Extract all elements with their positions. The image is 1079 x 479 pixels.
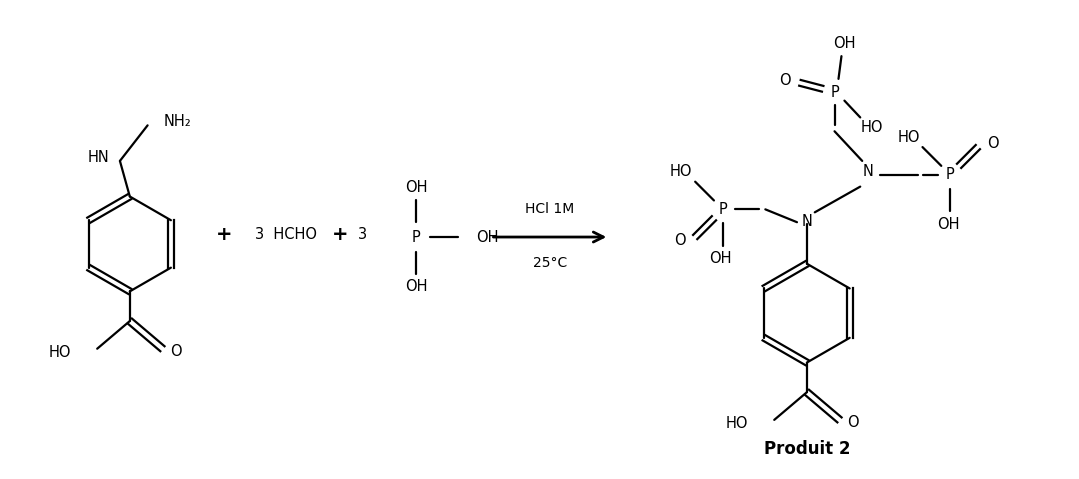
Text: HN: HN (87, 150, 109, 165)
Text: HO: HO (49, 345, 71, 360)
Text: O: O (847, 415, 859, 430)
Text: 25°C: 25°C (533, 256, 566, 270)
Text: OH: OH (406, 279, 427, 294)
Text: O: O (987, 136, 998, 150)
Text: P: P (719, 202, 727, 217)
Text: HCl 1M: HCl 1M (525, 202, 574, 217)
Text: OH: OH (833, 36, 856, 51)
Text: OH: OH (937, 217, 959, 232)
Text: O: O (779, 73, 791, 88)
Text: +: + (216, 225, 232, 243)
Text: HO: HO (726, 416, 749, 431)
Text: N: N (802, 214, 812, 228)
Text: P: P (830, 85, 838, 100)
Text: O: O (170, 344, 182, 359)
Text: +: + (332, 225, 349, 243)
Text: OH: OH (406, 180, 427, 195)
Text: O: O (674, 233, 686, 249)
Text: 3: 3 (357, 227, 367, 241)
Text: 3  HCHO: 3 HCHO (256, 227, 317, 241)
Text: N: N (863, 164, 874, 179)
Text: P: P (946, 167, 955, 182)
Text: OH: OH (710, 251, 733, 266)
Text: HO: HO (898, 130, 920, 145)
Text: OH: OH (476, 229, 498, 244)
Text: Produit 2: Produit 2 (764, 440, 850, 457)
Text: P: P (412, 229, 421, 244)
Text: HO: HO (861, 120, 884, 135)
Text: HO: HO (670, 164, 693, 179)
Text: NH₂: NH₂ (163, 114, 191, 129)
